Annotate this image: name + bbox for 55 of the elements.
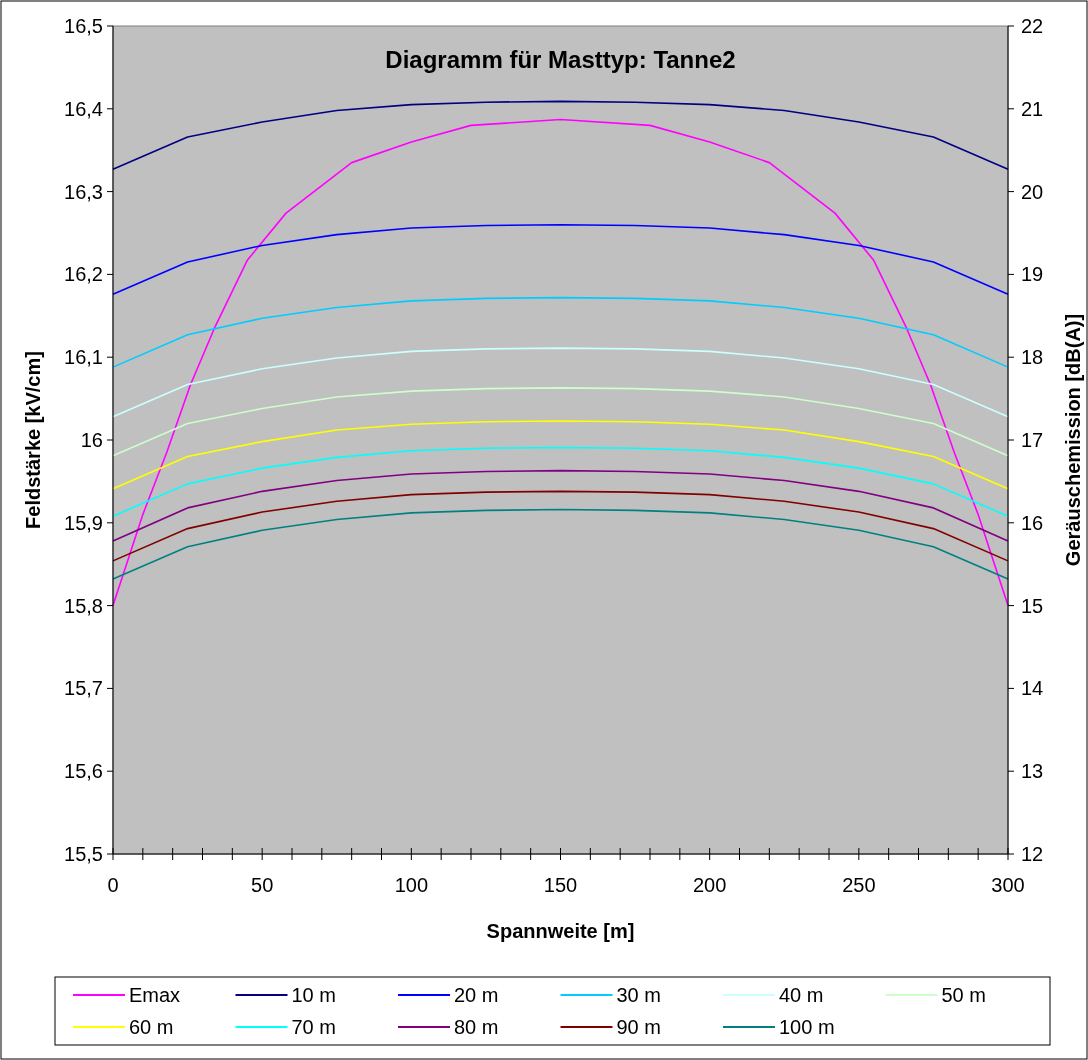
y2-tick-label: 17 — [1021, 429, 1044, 451]
legend-label: Emax — [129, 984, 181, 1006]
y2-tick-label: 14 — [1021, 677, 1044, 700]
line-series — [112, 100, 1009, 171]
y-tick-label: 15,8 — [64, 594, 103, 617]
y-tick-label: 15,7 — [64, 677, 103, 700]
y-tick-label: 16,3 — [64, 180, 103, 203]
y2-tick-label: 16 — [1021, 511, 1044, 534]
line-series — [112, 223, 1009, 296]
legend-label: 90 m — [616, 1016, 661, 1038]
x-tick-label: 0 — [107, 874, 119, 896]
legend-label: 80 m — [454, 1016, 499, 1038]
y-tick-label: 16,5 — [64, 15, 103, 37]
y-tick-label: 15,5 — [64, 843, 103, 865]
x-tick-label: 50 — [251, 874, 274, 896]
legend-label: 100 m — [779, 1016, 835, 1038]
line-series — [112, 490, 1009, 562]
y-tick-label: 16,2 — [64, 263, 103, 286]
y2-tick-label: 22 — [1021, 15, 1044, 37]
x-axis-title: Spannweite [m] — [486, 920, 635, 942]
y-tick-label: 16 — [80, 429, 103, 451]
y2-tick-label: 12 — [1021, 843, 1044, 865]
legend-label: 50 m — [941, 984, 986, 1006]
line-series — [112, 296, 1009, 368]
y-tick-label: 16,1 — [64, 346, 103, 369]
y-axis-title: Feldstärke [kV/cm] — [22, 351, 44, 529]
line-series — [112, 118, 1009, 607]
y2-tick-label: 21 — [1021, 97, 1044, 120]
line-series — [112, 446, 1009, 517]
x-tick-label: 100 — [394, 874, 429, 896]
x-tick-label: 150 — [543, 874, 578, 896]
y-tick-label: 15,9 — [64, 511, 103, 534]
y2-tick-label: 20 — [1021, 180, 1044, 203]
legend-label: 20 m — [454, 984, 499, 1006]
y2-axis-title: Geräuschemission [dB(A)] — [1062, 313, 1084, 567]
legend-label: 70 m — [291, 1016, 336, 1038]
line-series — [112, 420, 1009, 490]
y2-tick-label: 19 — [1021, 263, 1044, 286]
x-tick-label: 200 — [692, 874, 727, 896]
line-series — [112, 347, 1009, 418]
line-series — [112, 508, 1009, 580]
y2-tick-label: 13 — [1021, 760, 1044, 783]
line-series — [112, 387, 1009, 457]
x-tick-label: 300 — [991, 874, 1025, 896]
legend-label: 10 m — [291, 984, 336, 1006]
legend-label: 40 m — [779, 984, 824, 1006]
text: Diagramm für Masttyp: Tanne2 — [385, 46, 736, 73]
y2-tick-label: 15 — [1021, 594, 1044, 617]
x-tick-label: 250 — [842, 874, 876, 896]
y2-tick-label: 18 — [1021, 346, 1044, 369]
y-tick-label: 15,6 — [64, 760, 103, 783]
legend-label: 30 m — [616, 984, 661, 1006]
legend-label: 60 m — [129, 1016, 174, 1038]
y-tick-label: 16,4 — [64, 97, 103, 120]
line-series — [112, 469, 1009, 542]
